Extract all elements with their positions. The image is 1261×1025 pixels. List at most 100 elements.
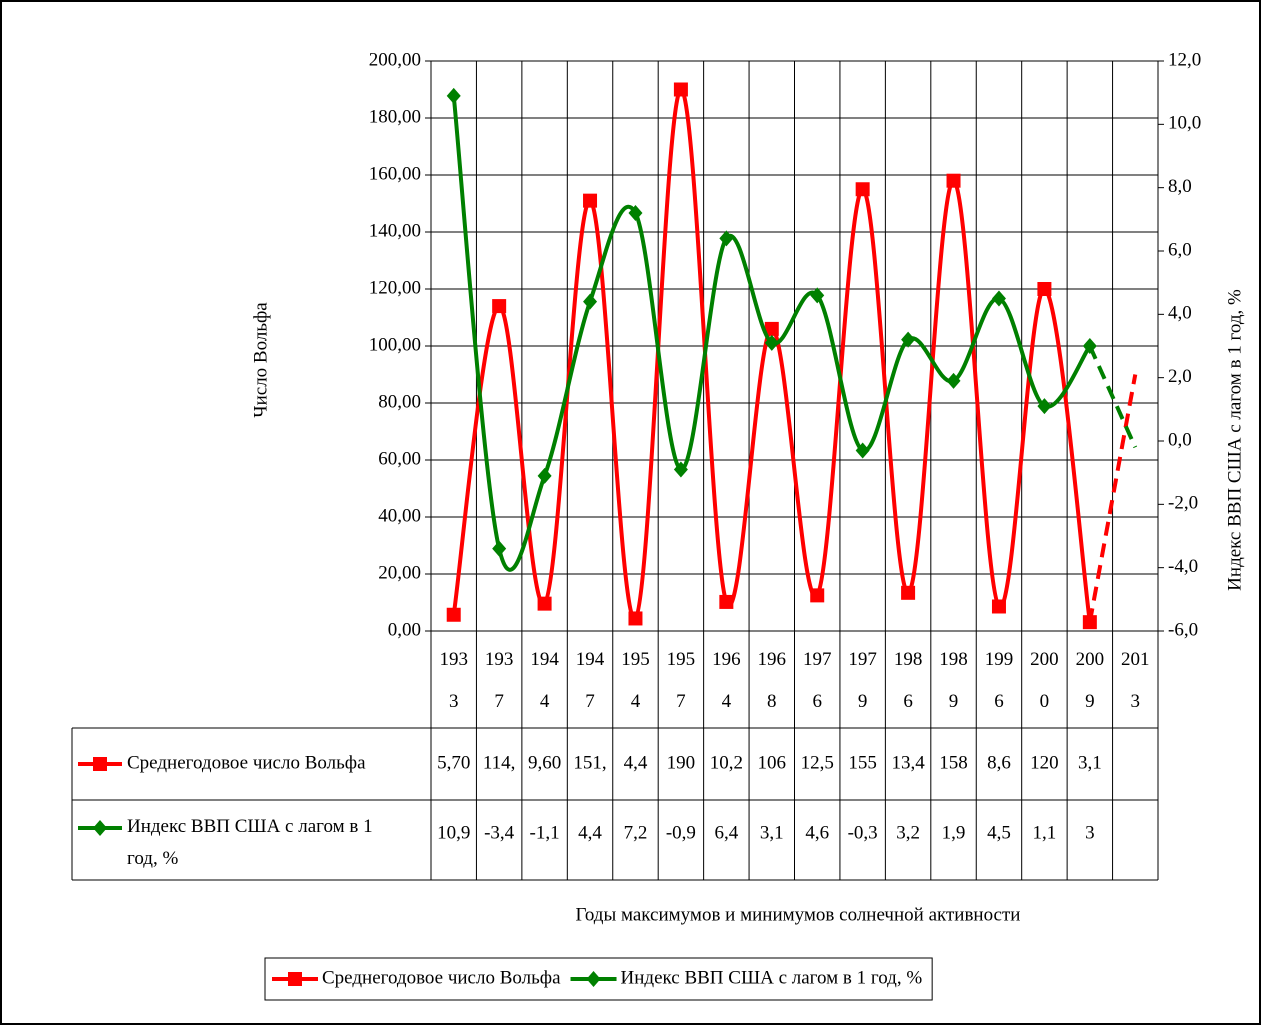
marker (537, 467, 552, 484)
table-value: 10,2 (710, 752, 743, 773)
table-value: 3,2 (896, 822, 920, 843)
table-value: 13,4 (891, 752, 925, 773)
table-value: 4,4 (578, 822, 602, 843)
y-tick-label: 120,00 (369, 277, 421, 298)
x-tick-label: 197 6 (803, 649, 832, 712)
y2-tick-label: 4,0 (1168, 303, 1192, 324)
table-value: 3,1 (760, 822, 784, 843)
marker (446, 87, 461, 104)
y2-tick-label: 2,0 (1168, 366, 1192, 387)
table-value: 9,60 (528, 752, 561, 773)
marker (810, 588, 825, 603)
table-value: 7,2 (624, 822, 648, 843)
y-tick-label: 60,00 (378, 448, 421, 469)
marker (673, 82, 688, 97)
table-value: 4,5 (987, 822, 1011, 843)
x-tick-label: 195 4 (621, 649, 650, 712)
x-tick-label: 193 7 (485, 649, 514, 712)
table-value: 151, (573, 752, 606, 773)
legend-label: Индекс ВВП США с лагом в 1 год, % (621, 967, 923, 988)
marker (586, 971, 601, 987)
y2-tick-label: 8,0 (1168, 176, 1192, 197)
table-value: 4,6 (805, 822, 829, 843)
table-value: 6,4 (714, 822, 738, 843)
y2-tick-label: -4,0 (1168, 556, 1198, 577)
x-tick-label: 197 9 (848, 649, 877, 712)
marker (1037, 398, 1052, 415)
table-value: 158 (939, 752, 968, 773)
table-value: 1,9 (942, 822, 966, 843)
y-tick-label: 40,00 (378, 505, 421, 526)
table-value: 114, (483, 752, 516, 773)
y2-tick-label: 10,0 (1168, 113, 1201, 134)
x-tick-label: 199 6 (985, 649, 1014, 712)
marker (719, 594, 734, 609)
x-tick-label: 195 7 (667, 649, 696, 712)
y2-tick-label: 12,0 (1168, 49, 1201, 70)
y-axis-label: Число Вольфа (250, 302, 271, 418)
y-tick-label: 200,00 (369, 49, 421, 70)
table-value: 3,1 (1078, 752, 1102, 773)
marker (93, 757, 107, 771)
y2-tick-label: -2,0 (1168, 493, 1198, 514)
marker (991, 290, 1006, 307)
marker (946, 372, 961, 389)
marker (628, 205, 643, 221)
x-tick-label: 201 3 (1121, 649, 1150, 712)
table-value: 8,6 (987, 752, 1011, 773)
marker (628, 611, 643, 626)
y2-tick-label: -6,0 (1168, 619, 1198, 640)
y-tick-label: 80,00 (378, 391, 421, 412)
x-tick-label: 198 9 (939, 649, 968, 712)
table-value: 190 (667, 752, 696, 773)
table-value: -0,9 (666, 822, 696, 843)
y-tick-label: 180,00 (369, 106, 421, 127)
marker (93, 820, 107, 836)
marker (1037, 282, 1052, 296)
marker (719, 230, 734, 247)
marker (446, 607, 461, 622)
marker (855, 182, 870, 197)
x-tick-label: 194 7 (576, 649, 605, 712)
marker (901, 331, 916, 348)
y-tick-label: 160,00 (369, 163, 421, 184)
legend-label: Среднегодовое число Вольфа (322, 967, 561, 988)
x-tick-label: 193 3 (439, 649, 468, 712)
marker (583, 293, 598, 310)
table-value: 12,5 (801, 752, 834, 773)
table-value: -1,1 (530, 822, 560, 843)
marker (946, 173, 961, 188)
marker (492, 299, 507, 314)
x-axis-label: Годы максимумов и минимумов солнечной ак… (576, 904, 1021, 925)
x-tick-label: 198 6 (894, 649, 923, 712)
table-value: 4,4 (624, 752, 648, 773)
legend: Среднегодовое число Вольфа Индекс ВВП США… (264, 957, 933, 1001)
table-value: 3 (1085, 822, 1095, 843)
x-tick-label: 196 8 (758, 649, 787, 712)
table-value: 106 (758, 752, 787, 773)
table-series-name: Среднегодовое число Вольфа (127, 752, 366, 773)
x-tick-label: 200 0 (1030, 649, 1059, 712)
marker (991, 599, 1006, 614)
marker (1082, 338, 1097, 354)
table-value: -0,3 (848, 822, 878, 843)
table-value: 120 (1030, 752, 1059, 773)
y2-axis-label: Индекс ВВП США с лагом в 1 год, % (1224, 289, 1245, 591)
table-value: 155 (848, 752, 877, 773)
y2-tick-label: 0,0 (1168, 429, 1192, 450)
x-tick-label: 196 4 (712, 649, 741, 712)
marker (764, 334, 779, 351)
table-value: 5,70 (437, 752, 470, 773)
x-tick-label: 200 9 (1076, 649, 1105, 712)
table-series-name: Индекс ВВП США с лагом в 1 год, % (127, 816, 373, 869)
table-value: 10,9 (437, 822, 470, 843)
y-tick-label: 20,00 (378, 562, 421, 583)
marker (288, 972, 302, 986)
table-value: -3,4 (484, 822, 515, 843)
projection-line (1087, 374, 1138, 623)
marker (901, 585, 916, 600)
projection-line (1088, 345, 1138, 449)
marker (492, 540, 507, 557)
